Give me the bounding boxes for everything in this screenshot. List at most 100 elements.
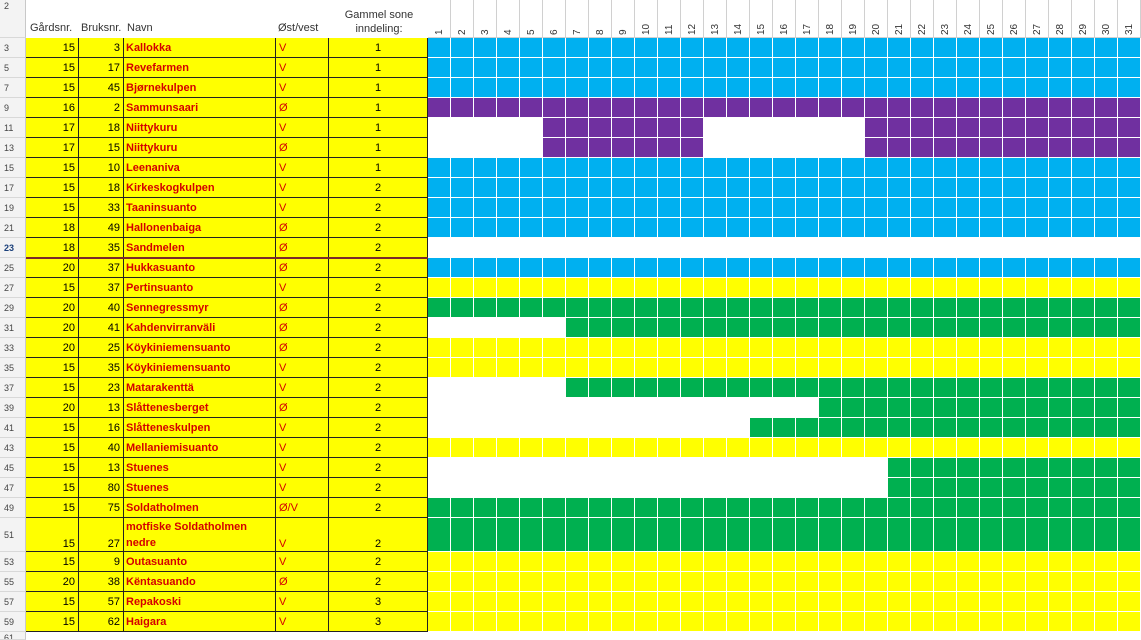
day-cell[interactable] <box>451 398 474 418</box>
day-cell[interactable] <box>842 238 865 258</box>
day-cell[interactable] <box>543 198 566 218</box>
day-cell[interactable] <box>704 98 727 118</box>
day-cell[interactable] <box>727 552 750 572</box>
day-cell[interactable] <box>704 518 727 552</box>
day-cell[interactable] <box>497 78 520 98</box>
day-cell[interactable] <box>796 478 819 498</box>
day-cell[interactable] <box>704 58 727 78</box>
day-cell[interactable] <box>497 38 520 58</box>
day-cell[interactable] <box>773 552 796 572</box>
day-cell[interactable] <box>980 198 1003 218</box>
cell-east-west[interactable]: V <box>276 592 329 612</box>
day-cell[interactable] <box>934 498 957 518</box>
row-number[interactable]: 27 <box>0 278 26 298</box>
day-cell[interactable] <box>934 238 957 258</box>
day-cell[interactable] <box>1049 58 1072 78</box>
cell-use-no[interactable]: 57 <box>79 592 124 612</box>
day-cell[interactable] <box>773 278 796 298</box>
day-cell[interactable] <box>635 158 658 178</box>
cell-name[interactable]: Stuenes <box>124 478 276 498</box>
day-cell[interactable] <box>1072 98 1095 118</box>
day-cell[interactable] <box>1118 178 1141 198</box>
day-cell[interactable] <box>1026 398 1049 418</box>
day-cell[interactable] <box>980 78 1003 98</box>
cell-name[interactable]: Pertinsuanto <box>124 278 276 298</box>
day-cell[interactable] <box>612 78 635 98</box>
day-cell[interactable] <box>1003 438 1026 458</box>
day-cell[interactable] <box>589 318 612 338</box>
day-cell[interactable] <box>566 298 589 318</box>
day-cell[interactable] <box>1072 58 1095 78</box>
day-header-cell[interactable] <box>865 0 888 38</box>
day-cell[interactable] <box>681 78 704 98</box>
day-cell[interactable] <box>497 138 520 158</box>
day-cell[interactable] <box>474 158 497 178</box>
day-cell[interactable] <box>911 258 934 278</box>
day-cell[interactable] <box>750 458 773 478</box>
day-cell[interactable] <box>911 612 934 632</box>
day-cell[interactable] <box>520 298 543 318</box>
day-cell[interactable] <box>704 218 727 238</box>
day-cell[interactable] <box>1049 158 1072 178</box>
day-cell[interactable] <box>1003 278 1026 298</box>
cell-farm-no[interactable]: 15 <box>26 552 79 572</box>
day-cell[interactable] <box>520 318 543 338</box>
day-cell[interactable] <box>520 498 543 518</box>
cell-use-no[interactable]: 62 <box>79 612 124 632</box>
day-cell[interactable] <box>911 218 934 238</box>
cell-farm-no[interactable]: 15 <box>26 418 79 438</box>
cell-old-zone[interactable]: 2 <box>329 258 428 278</box>
day-cell[interactable] <box>428 58 451 78</box>
cell-use-no[interactable]: 2 <box>79 98 124 118</box>
day-cell[interactable] <box>474 338 497 358</box>
day-cell[interactable] <box>474 592 497 612</box>
day-cell[interactable] <box>543 158 566 178</box>
day-cell[interactable] <box>842 178 865 198</box>
day-cell[interactable] <box>1072 418 1095 438</box>
day-cell[interactable] <box>543 438 566 458</box>
day-cell[interactable] <box>1003 218 1026 238</box>
day-cell[interactable] <box>1095 552 1118 572</box>
day-cell[interactable] <box>842 278 865 298</box>
day-cell[interactable] <box>865 592 888 612</box>
day-cell[interactable] <box>957 358 980 378</box>
cell-name[interactable]: Revefarmen <box>124 58 276 78</box>
cell-east-west[interactable]: Ø <box>276 318 329 338</box>
day-cell[interactable] <box>865 38 888 58</box>
day-cell[interactable] <box>773 198 796 218</box>
day-cell[interactable] <box>1118 518 1141 552</box>
row-number[interactable]: 61 <box>0 632 26 640</box>
day-cell[interactable] <box>911 58 934 78</box>
day-cell[interactable] <box>911 458 934 478</box>
day-cell[interactable] <box>911 78 934 98</box>
day-cell[interactable] <box>888 78 911 98</box>
day-cell[interactable] <box>957 298 980 318</box>
day-cell[interactable] <box>934 592 957 612</box>
day-cell[interactable] <box>796 398 819 418</box>
day-cell[interactable] <box>1118 552 1141 572</box>
day-cell[interactable] <box>727 238 750 258</box>
day-cell[interactable] <box>1003 518 1026 552</box>
cell-farm-no[interactable]: 15 <box>26 458 79 478</box>
day-cell[interactable] <box>1003 338 1026 358</box>
day-cell[interactable] <box>819 38 842 58</box>
day-cell[interactable] <box>428 298 451 318</box>
day-cell[interactable] <box>842 78 865 98</box>
day-cell[interactable] <box>612 178 635 198</box>
day-cell[interactable] <box>796 138 819 158</box>
cell-farm-no[interactable]: 20 <box>26 398 79 418</box>
day-cell[interactable] <box>1049 518 1072 552</box>
cell-farm-no[interactable]: 15 <box>26 38 79 58</box>
row-number[interactable]: 33 <box>0 338 26 358</box>
day-cell[interactable] <box>589 198 612 218</box>
day-cell[interactable] <box>474 552 497 572</box>
day-cell[interactable] <box>796 178 819 198</box>
day-cell[interactable] <box>658 278 681 298</box>
cell-old-zone[interactable]: 2 <box>329 418 428 438</box>
cell-use-no[interactable]: 10 <box>79 158 124 178</box>
column-header-use-no[interactable]: Bruksnr. <box>81 22 122 34</box>
day-cell[interactable] <box>474 612 497 632</box>
cell-farm-no[interactable]: 18 <box>26 218 79 238</box>
day-cell[interactable] <box>957 338 980 358</box>
day-cell[interactable] <box>451 138 474 158</box>
